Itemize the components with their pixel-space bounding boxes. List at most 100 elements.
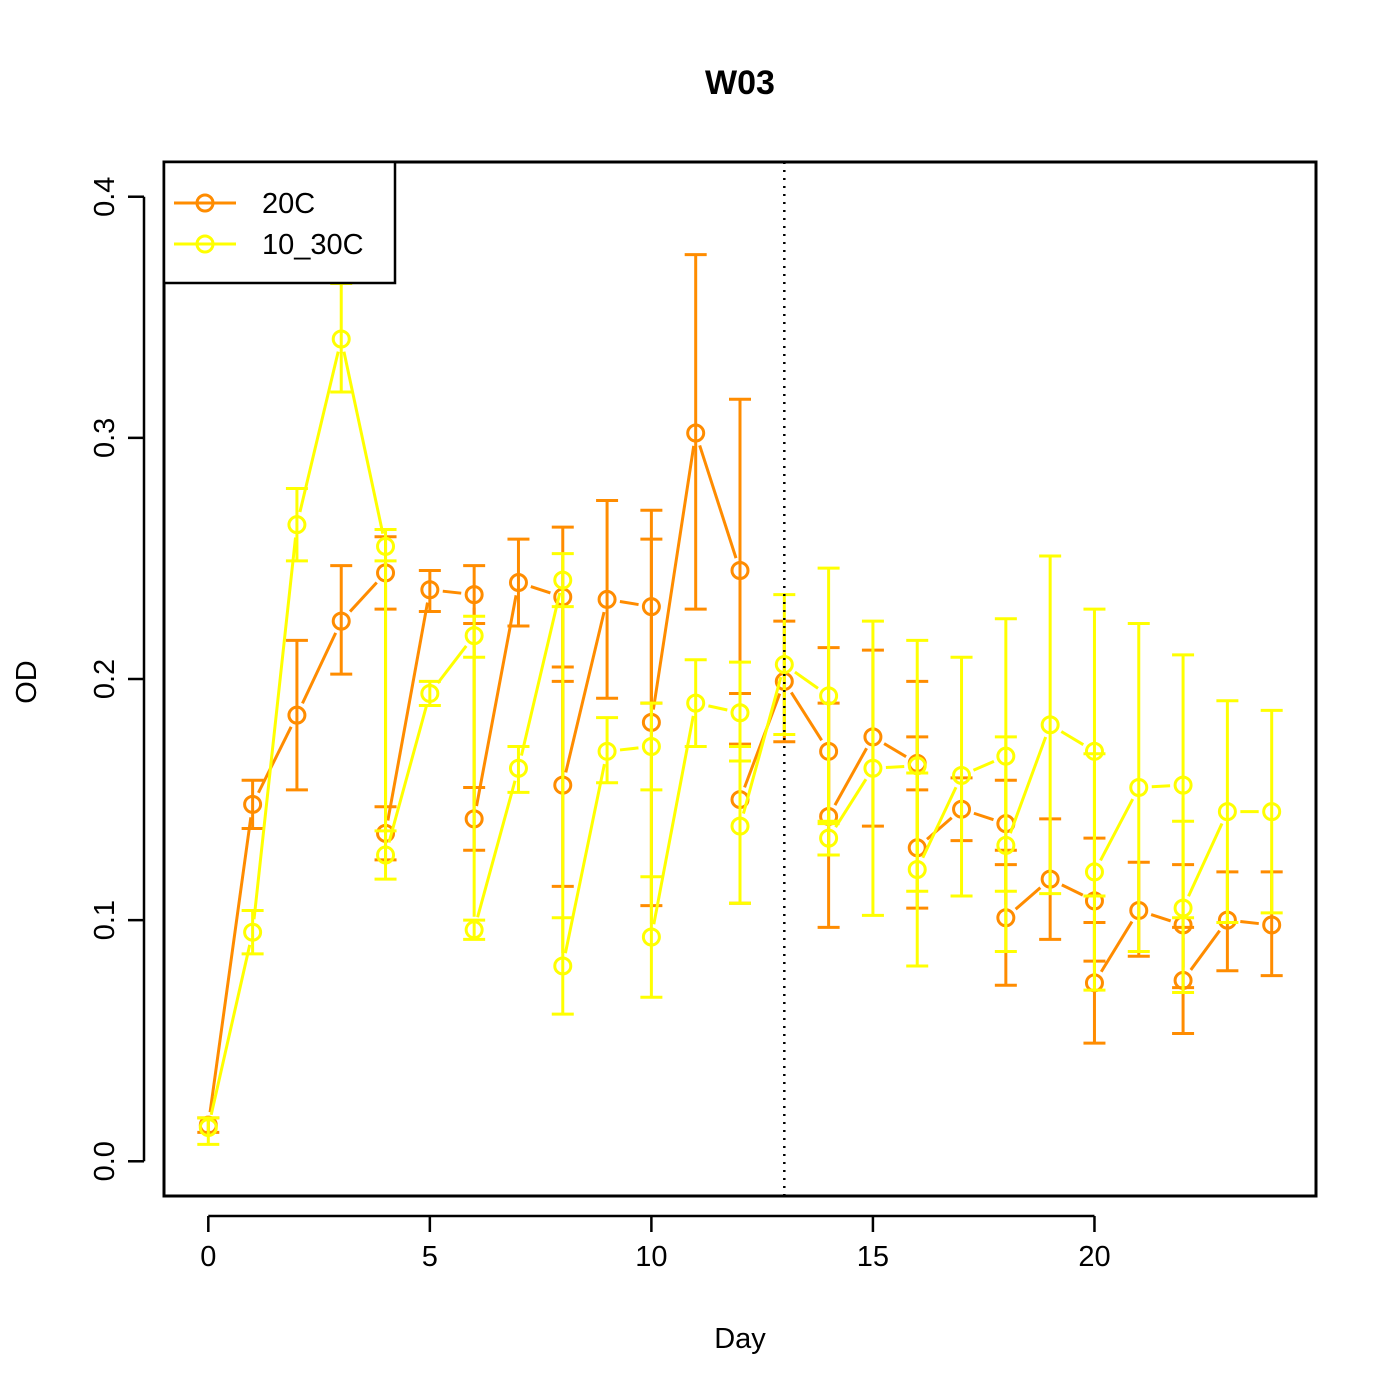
data-point xyxy=(1173,775,1193,795)
data-point xyxy=(641,737,661,757)
data-point xyxy=(508,758,528,778)
data-point xyxy=(464,920,484,940)
error-bar xyxy=(817,819,840,857)
error-bar xyxy=(463,918,486,941)
series-line-segment xyxy=(973,811,994,822)
y-tick-label: 0.4 xyxy=(89,177,121,217)
error-bar xyxy=(197,1116,220,1146)
series-line-segment xyxy=(921,786,958,859)
error-bar xyxy=(551,552,574,609)
error-bar xyxy=(1083,752,1106,992)
legend-swatch-marker-10_30C xyxy=(195,234,215,254)
series-line-segment xyxy=(1099,920,1134,973)
error-bar xyxy=(507,745,530,794)
series-line-segment xyxy=(833,747,868,806)
x-axis-label: Day xyxy=(714,1323,766,1355)
data-point xyxy=(287,705,307,725)
series-line-segment xyxy=(1014,886,1042,911)
data-point xyxy=(464,626,484,646)
series-line-segment xyxy=(698,444,738,559)
series-line-segment xyxy=(1061,883,1084,897)
error-bar xyxy=(330,564,353,676)
error-bar xyxy=(906,771,929,968)
data-point xyxy=(863,758,883,778)
series-line-segment xyxy=(741,676,783,814)
error-bar xyxy=(596,716,619,785)
y-tick-label: 0.3 xyxy=(89,418,121,458)
x-tick-label: 10 xyxy=(635,1241,667,1273)
series-line-segment xyxy=(298,351,340,513)
series-line-segment xyxy=(619,746,639,752)
series-line-segment xyxy=(708,704,728,712)
data-point xyxy=(376,845,396,865)
data-point xyxy=(331,329,351,349)
series-line-segment xyxy=(1060,730,1085,746)
series-line-segment xyxy=(436,645,468,685)
data-point xyxy=(641,927,661,947)
y-axis: 0.0 0.1 0.2 0.3 0.4 xyxy=(89,177,146,1181)
series-line-segment xyxy=(1189,929,1221,971)
series-line-segment xyxy=(794,670,819,690)
series-line-segment xyxy=(1187,822,1224,897)
data-point xyxy=(553,956,573,976)
data-point xyxy=(1129,778,1149,798)
y-tick-label: 0.2 xyxy=(89,659,121,699)
data-point xyxy=(331,611,351,631)
series-line-segment xyxy=(519,592,562,756)
error-bar xyxy=(1216,699,1239,925)
series-10_30C xyxy=(197,282,1283,1146)
data-point xyxy=(774,655,794,675)
error-bar xyxy=(1260,708,1283,915)
plot-area xyxy=(197,162,1283,1196)
series-line-segment xyxy=(1008,736,1048,834)
data-point xyxy=(597,589,617,609)
series-line-segment xyxy=(252,537,298,920)
data-point xyxy=(287,515,307,535)
data-point xyxy=(730,816,750,836)
data-point xyxy=(243,794,263,814)
data-point xyxy=(1040,715,1060,735)
series-line-segment xyxy=(209,944,252,1116)
error-bar xyxy=(418,568,441,613)
series-line-segment xyxy=(257,726,293,794)
data-point xyxy=(420,580,440,600)
data-point xyxy=(420,683,440,703)
error-bar xyxy=(684,253,707,611)
series-line-segment xyxy=(652,715,695,925)
error-bar xyxy=(1039,554,1062,896)
data-point xyxy=(730,703,750,723)
chart-title: W03 xyxy=(705,64,775,102)
error-bar xyxy=(684,658,707,749)
series-line-segment xyxy=(442,589,462,595)
error-bar xyxy=(241,908,264,956)
series-line-segment xyxy=(530,585,551,595)
error-bar xyxy=(994,735,1017,953)
series-line-segment xyxy=(387,705,428,843)
data-point xyxy=(376,536,396,556)
error-bar xyxy=(285,638,308,792)
data-point xyxy=(597,741,617,761)
series-line-segment xyxy=(342,351,385,534)
series-line-segment xyxy=(476,780,517,918)
legend: 20C 10_30C xyxy=(162,160,397,285)
data-point xyxy=(730,560,750,580)
series-line-segment xyxy=(1099,798,1135,862)
series-line-segment xyxy=(883,742,907,759)
series-line-segment xyxy=(301,632,338,705)
x-axis: 0 5 10 15 20 xyxy=(200,1214,1111,1273)
series-line-segment xyxy=(563,763,606,954)
data-point xyxy=(686,423,706,443)
data-point xyxy=(686,693,706,713)
series-line-segment xyxy=(926,816,953,841)
error-bar xyxy=(1172,819,1195,994)
x-tick-label: 0 xyxy=(200,1241,216,1273)
legend-label-10_30C: 10_30C xyxy=(262,229,364,261)
error-bar xyxy=(729,745,751,905)
data-point xyxy=(1262,915,1282,935)
legend-box xyxy=(162,160,397,285)
series-line-segment xyxy=(972,759,995,772)
series-line-segment xyxy=(208,817,253,1113)
data-point xyxy=(198,1118,218,1138)
data-point xyxy=(1217,802,1237,822)
series-line-segment xyxy=(1240,920,1259,926)
